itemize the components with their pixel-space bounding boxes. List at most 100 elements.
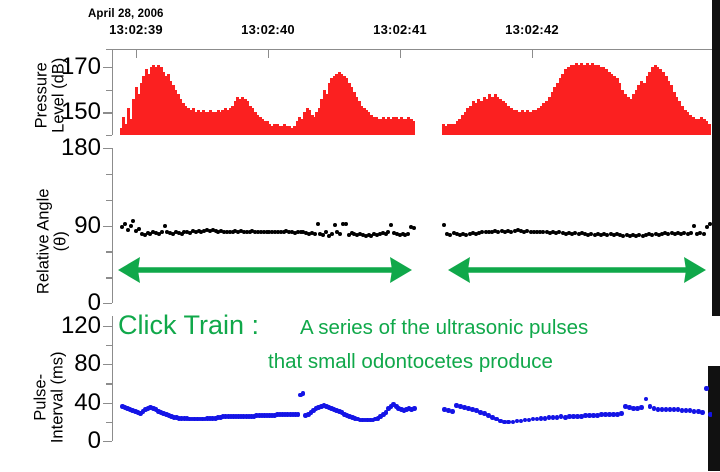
pressure-bar (159, 67, 163, 135)
angle-point (355, 232, 360, 237)
angle-point (708, 221, 712, 226)
interval-point (269, 413, 275, 418)
pressure-bar (298, 116, 302, 135)
pressure-bar (134, 87, 138, 135)
time-tick-mark-1 (268, 49, 270, 58)
interval-point (334, 408, 340, 413)
angle-point (701, 232, 706, 237)
pressure-bar (283, 123, 287, 135)
pressure-bar (127, 107, 131, 135)
angle-point (241, 229, 246, 234)
pressure-bar (194, 112, 198, 135)
interval-point (148, 405, 154, 410)
angle-point (448, 232, 453, 237)
interval-point (703, 386, 709, 391)
angle-point (369, 233, 374, 238)
interval-point (184, 415, 190, 421)
pressure-bar (147, 73, 151, 135)
interval-point (295, 412, 301, 417)
angle-point (627, 233, 632, 238)
interval-point (241, 414, 247, 419)
interval-point (643, 396, 649, 402)
pressure-bar (504, 103, 508, 135)
pressure-bar (409, 119, 413, 135)
angle-plot-area (112, 148, 712, 303)
pressure-bar (372, 116, 376, 135)
pressure-bar (623, 94, 627, 135)
interval-point (695, 409, 701, 414)
angle-point (534, 229, 539, 234)
interval-point (510, 419, 516, 425)
pressure-bar (474, 103, 478, 135)
angle-point (366, 232, 371, 237)
pressure-bar (325, 94, 329, 135)
interval-point (362, 417, 368, 423)
pressure-bar (275, 123, 279, 135)
interval-point (225, 414, 231, 419)
relative-angle-ytick-label-1: 90 (74, 211, 101, 239)
angle-point (688, 231, 693, 236)
annotation-title: Click Train : (118, 310, 260, 340)
pressure-bar (300, 119, 304, 135)
angle-point (176, 231, 181, 236)
interval-point (575, 414, 580, 419)
angle-point (287, 229, 292, 234)
interval-point (679, 408, 685, 413)
pressure-bar (493, 94, 497, 135)
interval-point (486, 413, 491, 418)
interval-point (651, 406, 657, 411)
angle-point (454, 232, 459, 237)
angle-point (602, 232, 607, 237)
pressure-bar (659, 69, 663, 135)
pressure-bar (672, 92, 676, 135)
angle-point (125, 227, 130, 232)
time-tick-label-0: 13:02:39 (109, 22, 163, 37)
pressure-bar (181, 103, 185, 135)
angle-point (244, 230, 249, 235)
interval-point (365, 417, 371, 423)
angle-point (329, 232, 334, 237)
angle-point (321, 232, 326, 237)
pulse-interval-ytick-label-1: 80 (74, 350, 101, 378)
interval-point (324, 404, 329, 409)
pressure-bar (345, 78, 349, 135)
pressure-bar (640, 80, 644, 135)
angle-point (547, 231, 552, 236)
interval-point (360, 417, 365, 423)
interval-point (375, 415, 381, 421)
angle-point (650, 232, 655, 237)
pressure-bar (442, 123, 445, 135)
angle-point (278, 230, 283, 235)
pressure-bar (308, 110, 312, 135)
pulse-interval-major-tick-3 (103, 441, 112, 443)
pressure-bar (678, 101, 682, 135)
angle-point (502, 229, 507, 234)
interval-point (663, 407, 669, 412)
time-tick-label-3: 13:02:42 (505, 22, 559, 37)
pressure-bar (280, 125, 284, 135)
pressure-bar (313, 116, 317, 135)
angle-point (250, 228, 255, 233)
interval-point (401, 408, 407, 413)
angle-point (315, 221, 320, 226)
pulse-interval-ytick-label-0: 120 (60, 311, 101, 339)
pressure-bar (332, 76, 336, 135)
angle-point (309, 231, 314, 236)
angle-point (608, 232, 613, 237)
interval-point (409, 407, 414, 412)
pulse-interval-major-tick-2 (103, 402, 112, 404)
angle-point (151, 230, 156, 235)
interval-point (474, 408, 479, 413)
interval-point (143, 407, 148, 412)
angle-axis-spine (112, 148, 114, 303)
interval-point (542, 415, 548, 421)
angle-point (377, 232, 382, 237)
pressure-bar (189, 110, 193, 135)
interval-point (254, 413, 259, 418)
angle-point (675, 231, 680, 236)
pressure-bar (577, 64, 581, 135)
angle-point (134, 228, 139, 233)
angle-point (227, 229, 232, 234)
interval-point (303, 413, 309, 418)
pulse-interval-ytick-label-2: 40 (74, 388, 101, 416)
